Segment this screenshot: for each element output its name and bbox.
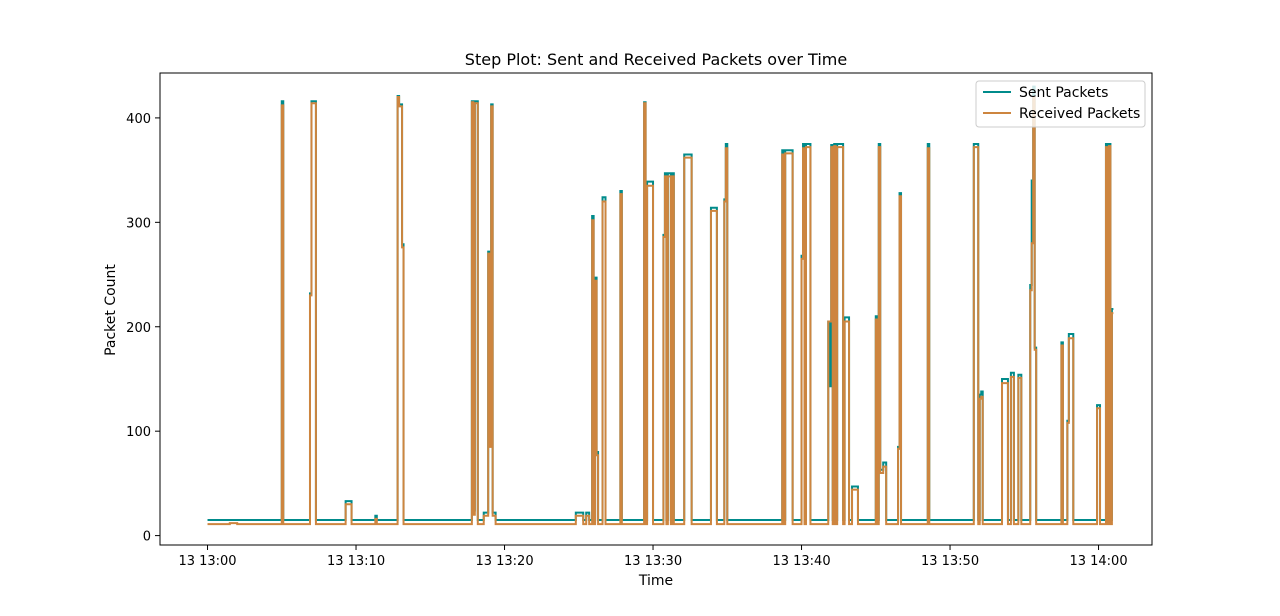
y-tick-label: 200 — [126, 321, 151, 336]
x-tick-label: 13 13:40 — [772, 554, 830, 569]
x-tick-label: 13 13:10 — [327, 554, 385, 569]
plot-frame — [159, 72, 1153, 546]
series-layer — [207, 85, 1114, 526]
x-tick-label: 13 13:20 — [475, 554, 533, 569]
chart-title: Step Plot: Sent and Received Packets ove… — [465, 50, 847, 69]
x-tick-label: 13 13:50 — [921, 554, 979, 569]
series-line-received — [207, 96, 1114, 526]
y-tick-label: 400 — [126, 112, 151, 127]
x-axis-ticks: 13 13:00 13 13:10 13 13:20 13 13:30 13 13:40… — [178, 545, 1128, 569]
x-tick-label: 13 13:30 — [624, 554, 682, 569]
y-axis-label: Packet Count — [103, 264, 119, 356]
legend-box — [975, 80, 1146, 128]
legend: Sent Packets Received Packets — [975, 80, 1146, 128]
y-tick-label: 300 — [126, 216, 151, 231]
legend-sent-label: Sent Packets — [1019, 85, 1108, 101]
y-tick-label: 100 — [126, 425, 151, 440]
x-tick-label: 13 13:00 — [178, 554, 236, 569]
y-axis-ticks: 0 100 200 300 400 — [126, 112, 160, 545]
x-tick-label: 13 14:00 — [1069, 554, 1127, 569]
x-axis-label: Time — [638, 573, 673, 589]
y-tick-label: 0 — [143, 530, 151, 545]
legend-received-label: Received Packets — [1019, 106, 1140, 122]
